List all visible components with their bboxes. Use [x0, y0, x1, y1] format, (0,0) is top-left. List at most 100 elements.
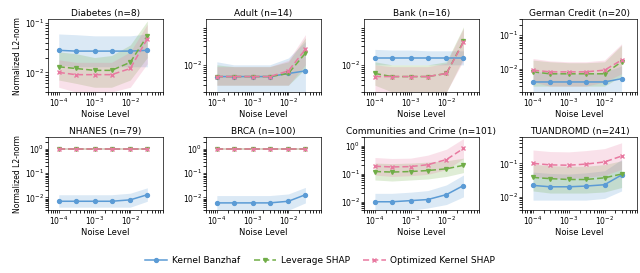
Kernel Banzhaf: [127, 49, 134, 53]
Leverage SHAP: [407, 75, 415, 78]
Line: Kernel Banzhaf: Kernel Banzhaf: [57, 48, 149, 53]
Leverage SHAP: [213, 147, 221, 150]
Kernel Banzhaf: [424, 56, 431, 60]
Leverage SHAP: [72, 147, 79, 150]
Kernel Banzhaf: [301, 193, 309, 196]
Optimized Kernel SHAP: [55, 147, 63, 150]
Optimized Kernel SHAP: [529, 162, 537, 165]
Kernel Banzhaf: [249, 201, 257, 204]
Kernel Banzhaf: [55, 200, 63, 203]
Kernel Banzhaf: [285, 72, 292, 75]
Optimized Kernel SHAP: [143, 147, 151, 150]
Y-axis label: Normalized L2-norm: Normalized L2-norm: [13, 135, 22, 213]
Kernel Banzhaf: [407, 199, 415, 202]
Kernel Banzhaf: [127, 198, 134, 201]
Optimized Kernel SHAP: [91, 147, 99, 150]
Leverage SHAP: [529, 70, 537, 73]
Leverage SHAP: [108, 147, 115, 150]
Line: Kernel Banzhaf: Kernel Banzhaf: [215, 193, 307, 205]
Optimized Kernel SHAP: [529, 69, 537, 72]
Kernel Banzhaf: [266, 75, 273, 78]
Optimized Kernel SHAP: [108, 73, 115, 76]
Kernel Banzhaf: [546, 80, 554, 84]
Line: Leverage SHAP: Leverage SHAP: [57, 147, 149, 151]
Leverage SHAP: [546, 72, 554, 75]
Leverage SHAP: [424, 75, 431, 78]
Optimized Kernel SHAP: [143, 37, 151, 40]
Optimized Kernel SHAP: [301, 147, 309, 150]
Leverage SHAP: [301, 147, 309, 150]
Line: Leverage SHAP: Leverage SHAP: [215, 51, 307, 79]
Kernel Banzhaf: [565, 80, 573, 84]
Optimized Kernel SHAP: [72, 147, 79, 150]
Optimized Kernel SHAP: [582, 70, 589, 73]
Optimized Kernel SHAP: [213, 147, 221, 150]
Line: Leverage SHAP: Leverage SHAP: [531, 60, 623, 76]
Optimized Kernel SHAP: [285, 147, 292, 150]
Leverage SHAP: [546, 177, 554, 180]
Line: Optimized Kernel SHAP: Optimized Kernel SHAP: [531, 58, 623, 74]
Leverage SHAP: [460, 40, 467, 43]
Line: Leverage SHAP: Leverage SHAP: [215, 147, 307, 151]
Kernel Banzhaf: [230, 75, 237, 78]
Optimized Kernel SHAP: [249, 75, 257, 78]
Optimized Kernel SHAP: [618, 58, 625, 62]
Optimized Kernel SHAP: [424, 163, 431, 166]
Leverage SHAP: [230, 147, 237, 150]
Optimized Kernel SHAP: [266, 75, 273, 78]
Line: Optimized Kernel SHAP: Optimized Kernel SHAP: [531, 154, 623, 167]
Line: Leverage SHAP: Leverage SHAP: [373, 163, 465, 174]
Leverage SHAP: [601, 72, 609, 75]
Kernel Banzhaf: [143, 193, 151, 196]
Kernel Banzhaf: [266, 201, 273, 204]
Optimized Kernel SHAP: [230, 147, 237, 150]
Kernel Banzhaf: [285, 200, 292, 203]
Line: Kernel Banzhaf: Kernel Banzhaf: [531, 173, 623, 189]
X-axis label: Noise Level: Noise Level: [397, 228, 445, 237]
Optimized Kernel SHAP: [127, 67, 134, 70]
Leverage SHAP: [230, 75, 237, 78]
Kernel Banzhaf: [529, 80, 537, 84]
Leverage SHAP: [249, 75, 257, 78]
Leverage SHAP: [91, 147, 99, 150]
Leverage SHAP: [529, 176, 537, 179]
Leverage SHAP: [91, 69, 99, 72]
Kernel Banzhaf: [143, 49, 151, 52]
Optimized Kernel SHAP: [249, 147, 257, 150]
Optimized Kernel SHAP: [55, 71, 63, 74]
Y-axis label: Normalized L2-norm: Normalized L2-norm: [13, 17, 22, 94]
X-axis label: Noise Level: Noise Level: [239, 228, 287, 237]
Optimized Kernel SHAP: [565, 164, 573, 167]
Legend: Kernel Banzhaf, Leverage SHAP, Optimized Kernel SHAP: Kernel Banzhaf, Leverage SHAP, Optimized…: [141, 252, 499, 268]
Leverage SHAP: [285, 72, 292, 75]
Leverage SHAP: [388, 170, 396, 174]
Leverage SHAP: [443, 167, 451, 170]
Leverage SHAP: [143, 34, 151, 37]
Optimized Kernel SHAP: [443, 158, 451, 161]
Leverage SHAP: [618, 60, 625, 63]
Kernel Banzhaf: [301, 69, 309, 73]
Leverage SHAP: [127, 147, 134, 150]
Kernel Banzhaf: [424, 198, 431, 201]
Optimized Kernel SHAP: [407, 75, 415, 78]
Leverage SHAP: [618, 173, 625, 176]
Kernel Banzhaf: [72, 200, 79, 203]
Line: Leverage SHAP: Leverage SHAP: [531, 172, 623, 182]
Leverage SHAP: [407, 170, 415, 173]
Leverage SHAP: [127, 61, 134, 64]
X-axis label: Noise Level: Noise Level: [81, 228, 129, 237]
Optimized Kernel SHAP: [582, 162, 589, 166]
Title: BRCA (n=100): BRCA (n=100): [231, 127, 296, 136]
Optimized Kernel SHAP: [601, 160, 609, 164]
Leverage SHAP: [301, 52, 309, 55]
Kernel Banzhaf: [460, 56, 467, 60]
Line: Optimized Kernel SHAP: Optimized Kernel SHAP: [57, 37, 149, 77]
Title: Adult (n=14): Adult (n=14): [234, 9, 292, 18]
Line: Kernel Banzhaf: Kernel Banzhaf: [215, 69, 307, 79]
Title: NHANES (n=79): NHANES (n=79): [69, 127, 141, 136]
Optimized Kernel SHAP: [407, 165, 415, 168]
Kernel Banzhaf: [460, 184, 467, 187]
Leverage SHAP: [582, 178, 589, 181]
Kernel Banzhaf: [582, 185, 589, 188]
Kernel Banzhaf: [601, 183, 609, 186]
